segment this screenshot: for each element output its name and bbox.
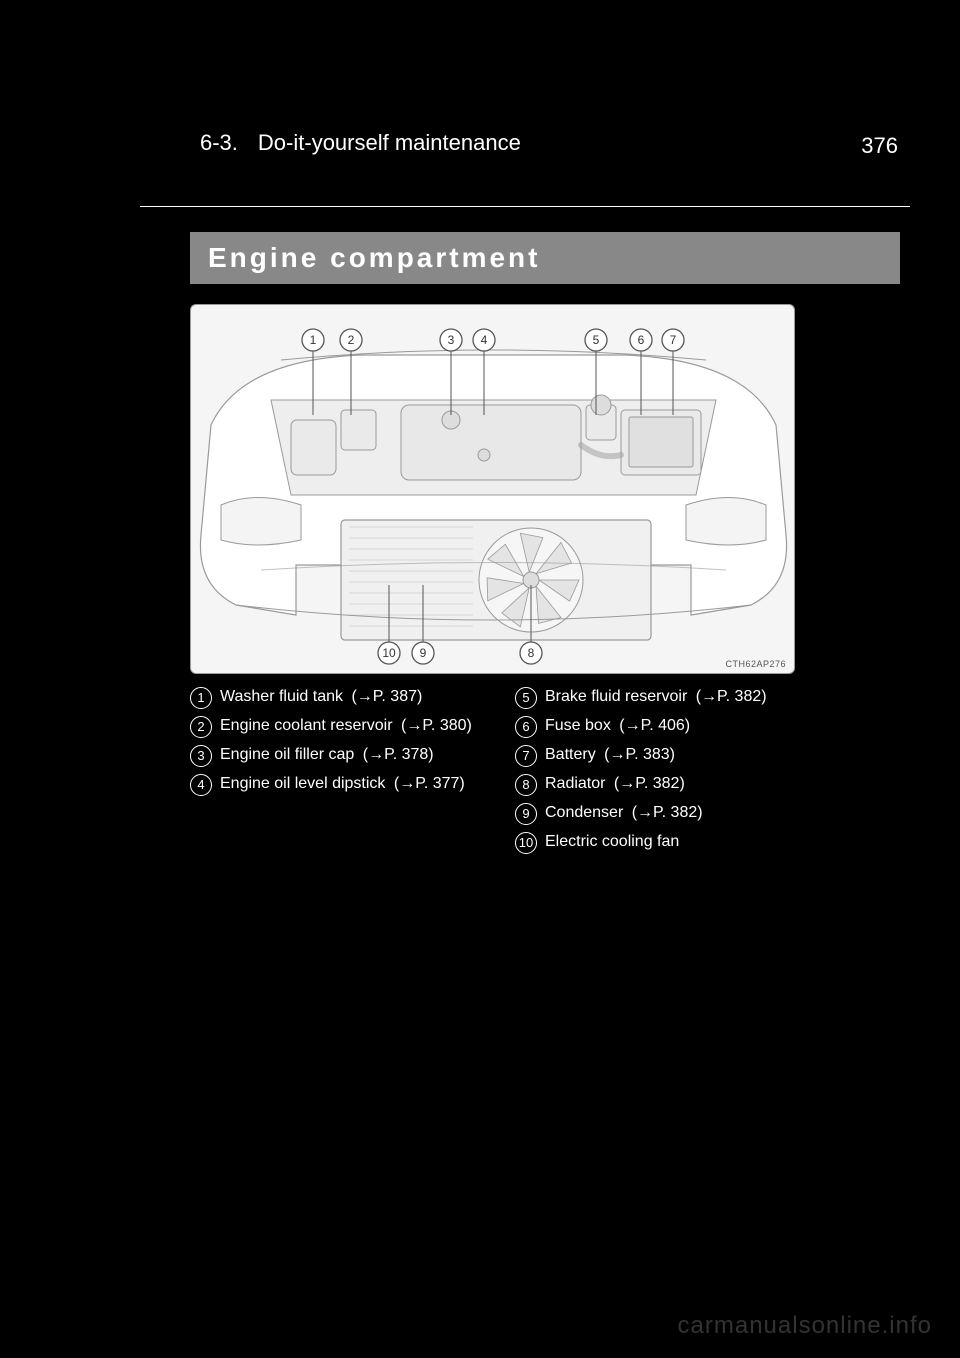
callout-number-icon: 2 <box>190 716 212 738</box>
svg-text:7: 7 <box>670 333 677 347</box>
callout-label: Fuse box (→P. 406) <box>545 715 800 737</box>
engine-diagram: 1 2 3 4 5 6 7 10 9 8 CTH62AP276 <box>190 304 795 674</box>
callout-item: 3 Engine oil filler cap (→P. 378) <box>190 744 475 767</box>
section-number: 6-3. <box>200 130 238 156</box>
callout-label: Condenser (→P. 382) <box>545 802 800 824</box>
callout-number-icon: 8 <box>515 774 537 796</box>
callout-columns: 1 Washer fluid tank (→P. 387) 2 Engine cool… <box>190 686 900 860</box>
callout-number-icon: 5 <box>515 687 537 709</box>
callout-column-left: 1 Washer fluid tank (→P. 387) 2 Engine cool… <box>190 686 475 860</box>
figure-code: CTH62AP276 <box>725 659 786 669</box>
callout-number-icon: 3 <box>190 745 212 767</box>
callout-label: Brake fluid reservoir (→P. 382) <box>545 686 800 708</box>
callout-number-icon: 10 <box>515 832 537 854</box>
svg-text:3: 3 <box>448 333 455 347</box>
svg-text:6: 6 <box>638 333 645 347</box>
callout-label: Radiator (→P. 382) <box>545 773 800 795</box>
callout-number-icon: 6 <box>515 716 537 738</box>
callout-item: 9 Condenser (→P. 382) <box>515 802 800 825</box>
callout-item: 8 Radiator (→P. 382) <box>515 773 800 796</box>
callout-item: 5 Brake fluid reservoir (→P. 382) <box>515 686 800 709</box>
page-number: 376 <box>861 133 898 159</box>
callout-number-icon: 4 <box>190 774 212 796</box>
callout-item: 2 Engine coolant reservoir (→P. 380) <box>190 715 475 738</box>
svg-text:9: 9 <box>420 646 427 660</box>
watermark: carmanualsonline.info <box>678 1312 932 1340</box>
callout-label: Washer fluid tank (→P. 387) <box>220 686 475 708</box>
page-content: 6-3. Do-it-yourself maintenance Engine c… <box>0 0 960 860</box>
svg-text:4: 4 <box>481 333 488 347</box>
heading-bar: Engine compartment <box>190 232 900 284</box>
svg-text:8: 8 <box>528 646 535 660</box>
callout-number-icon: 1 <box>190 687 212 709</box>
callout-label: Engine oil level dipstick (→P. 377) <box>220 773 475 795</box>
callout-item: 1 Washer fluid tank (→P. 387) <box>190 686 475 709</box>
callout-number-icon: 7 <box>515 745 537 767</box>
section-title: Do-it-yourself maintenance <box>258 130 521 156</box>
callout-item: 7 Battery (→P. 383) <box>515 744 800 767</box>
section-header: 6-3. Do-it-yourself maintenance <box>60 130 900 156</box>
callout-item: 10 Electric cooling fan <box>515 831 800 854</box>
engine-svg: 1 2 3 4 5 6 7 10 9 8 <box>191 305 795 674</box>
callout-item: 6 Fuse box (→P. 406) <box>515 715 800 738</box>
callout-label: Engine oil filler cap (→P. 378) <box>220 744 475 766</box>
callout-label: Engine coolant reservoir (→P. 380) <box>220 715 475 737</box>
callout-number-icon: 9 <box>515 803 537 825</box>
callout-column-right: 5 Brake fluid reservoir (→P. 382) 6 Fuse bo… <box>515 686 800 860</box>
svg-text:10: 10 <box>382 646 396 660</box>
callout-label: Electric cooling fan <box>545 831 800 853</box>
divider-line <box>140 206 910 207</box>
svg-text:2: 2 <box>348 333 355 347</box>
callout-label: Battery (→P. 383) <box>545 744 800 766</box>
callout-item: 4 Engine oil level dipstick (→P. 377) <box>190 773 475 796</box>
svg-text:1: 1 <box>310 333 317 347</box>
svg-text:5: 5 <box>593 333 600 347</box>
